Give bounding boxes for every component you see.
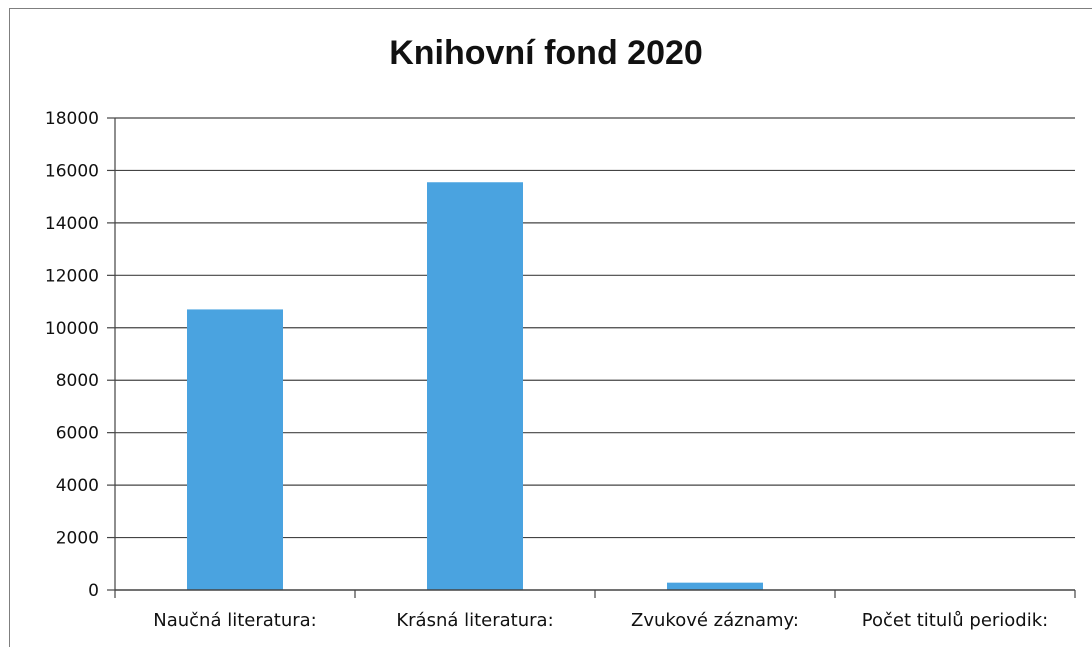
- y-tick-label: 14000: [45, 214, 99, 234]
- x-tick-label: Zvukové záznamy:: [631, 610, 799, 631]
- y-tick-label: 4000: [56, 476, 99, 496]
- bar: [187, 309, 283, 590]
- y-tick-label: 2000: [56, 529, 99, 549]
- x-tick-labels: Naučná literatura: Krásná literatura: Zvuk…: [153, 610, 1048, 631]
- bar: [667, 582, 763, 590]
- y-tick-label: 0: [88, 581, 99, 601]
- y-tick-label: 10000: [45, 319, 99, 339]
- x-tick-label: Krásná literatura:: [396, 610, 553, 631]
- y-tick-label: 18000: [45, 109, 99, 129]
- y-tick-label: 12000: [45, 266, 99, 286]
- axes: [107, 117, 1076, 598]
- chart-title: Knihovní fond 2020: [389, 34, 703, 72]
- y-tick-label: 8000: [56, 371, 99, 391]
- y-tick-labels: 0 2000 4000 6000 8000 10000 12000 14000 16000 180…: [45, 109, 99, 601]
- bars: [187, 182, 763, 590]
- x-tick-label: Počet titulů periodik:: [862, 610, 1048, 631]
- x-tick-label: Naučná literatura:: [153, 610, 317, 631]
- y-tick-label: 6000: [56, 424, 99, 444]
- bar: [427, 182, 523, 590]
- y-tick-label: 16000: [45, 161, 99, 181]
